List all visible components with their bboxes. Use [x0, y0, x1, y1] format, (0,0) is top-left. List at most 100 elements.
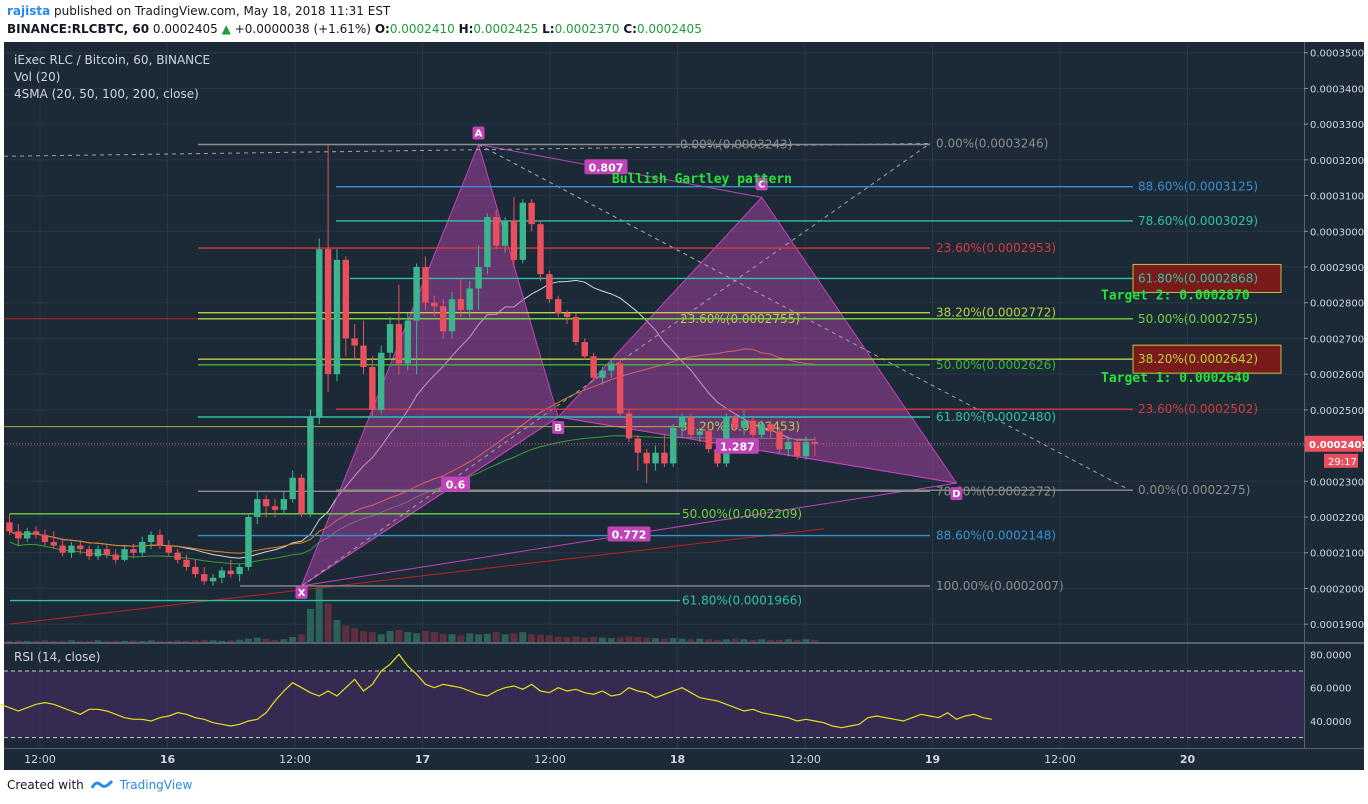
rsi-line	[0, 653, 992, 729]
volume-bar	[41, 640, 49, 642]
tradingview-brand[interactable]: TradingView	[119, 778, 193, 792]
rsi-band-fill	[4, 671, 1304, 738]
volume-bar	[165, 640, 173, 642]
volume-bar	[342, 625, 350, 642]
low-label: L:	[542, 22, 555, 36]
candle-body	[501, 220, 509, 246]
open-label: O:	[374, 22, 390, 36]
price-axis[interactable]	[1304, 42, 1364, 748]
publish-info: published on TradingView.com, May 18, 20…	[54, 4, 391, 18]
candle-body	[643, 452, 650, 464]
volume-bar	[236, 639, 244, 642]
volume-bar	[94, 640, 102, 642]
volume-bar	[191, 640, 199, 642]
candle-body	[227, 570, 234, 575]
fib-level-label: 23.60%(0.0002502)	[1138, 402, 1258, 416]
candle-body	[714, 449, 721, 464]
volume-bar	[705, 639, 713, 642]
volume-bar	[492, 632, 500, 642]
price-tick-label: 0.0002300	[1310, 477, 1364, 488]
ratio-badge	[584, 159, 628, 175]
volume-bar	[360, 631, 367, 642]
pattern-point-label: C	[758, 179, 765, 190]
rsi-tick-label: 80.0000	[1310, 650, 1351, 661]
candle-body	[85, 549, 93, 557]
price-tick-label: 0.0002200	[1310, 513, 1364, 524]
candle-body	[369, 367, 376, 410]
candle-body	[386, 324, 394, 353]
trend-dashed-2	[478, 144, 1131, 491]
volume-bar	[483, 633, 491, 642]
volume-bar	[244, 638, 252, 642]
volume-bar	[404, 632, 412, 642]
time-tick-label: 12:00	[24, 753, 56, 766]
volume-bar	[501, 634, 509, 642]
volume-bar	[103, 640, 111, 642]
volume-bar	[421, 631, 429, 642]
candle-body	[466, 288, 473, 310]
candle-body	[130, 549, 137, 553]
volume-bar	[634, 637, 642, 642]
fib-level-label: 61.80%(0.0002480)	[936, 410, 1056, 424]
volume-bar	[758, 639, 766, 642]
fib-level-label: 0.00%(0.0003246)	[936, 136, 1048, 150]
candle-body	[625, 413, 633, 439]
volume-bar	[333, 620, 341, 642]
volume-bar	[351, 628, 359, 642]
pattern-point-marker	[552, 421, 565, 434]
price-chart-pane[interactable]	[4, 42, 1304, 642]
time-tick-label: 12:00	[789, 753, 821, 766]
fib-level-label: 100.00%(0.0002007)	[936, 579, 1064, 593]
rsi-tick-label: 60.0000	[1310, 684, 1351, 695]
candle-body	[563, 313, 571, 317]
candle-body	[749, 420, 757, 435]
volume-bar	[475, 634, 483, 642]
publish-line: rajista published on TradingView.com, Ma…	[7, 4, 390, 18]
fib-level-label: 50.00%(0.0002626)	[936, 358, 1056, 372]
candle-body	[298, 477, 305, 514]
time-tick-label: 12:00	[534, 753, 566, 766]
sma200-line	[9, 528, 824, 625]
volume-bar	[271, 639, 279, 642]
candle-body	[740, 420, 748, 428]
rsi-tick-label: 40.0000	[1310, 717, 1351, 728]
candle-body	[758, 424, 765, 435]
volume-bar	[147, 640, 155, 642]
author-link[interactable]: rajista	[7, 4, 51, 18]
time-tick-label: 16	[160, 753, 176, 766]
volume-bar	[448, 634, 456, 642]
candle-body	[271, 506, 279, 510]
volume-bar	[430, 632, 438, 642]
change-value: +0.0000038 (+1.61%)	[234, 22, 371, 36]
candle-body	[537, 224, 544, 275]
time-tick-label: 19	[925, 753, 940, 766]
time-axis[interactable]	[4, 748, 1364, 770]
volume-bar	[67, 640, 75, 642]
candle-body	[351, 338, 358, 346]
close-label: C:	[623, 22, 637, 36]
candle-body	[59, 545, 66, 553]
time-tick-label: 20	[1180, 753, 1196, 766]
candle-body	[528, 202, 535, 225]
candle-body	[342, 259, 349, 339]
pattern-point-marker	[950, 487, 963, 501]
ratio-badge	[715, 438, 759, 454]
up-arrow-icon: ▲	[221, 22, 231, 36]
ratio-label: 1.287	[720, 441, 755, 454]
target-zone-box	[1132, 263, 1282, 293]
fib-level-label: 61.80%(0.0001966)	[682, 594, 802, 608]
pattern-point-label: B	[554, 423, 562, 434]
candle-body	[484, 217, 491, 267]
time-tick-label: 12:00	[279, 753, 311, 766]
candle-body	[103, 549, 111, 555]
ratio-label: 0.6	[446, 479, 466, 492]
candle-body	[6, 522, 13, 532]
fib-level-label: 23.60%(0.0002953)	[936, 241, 1056, 255]
ratio-label: 0.772	[612, 529, 647, 542]
price-tick-label: 0.0002800	[1310, 299, 1364, 310]
ratio-label: 0.807	[589, 161, 624, 174]
volume-bar	[563, 637, 571, 642]
footer: Created with TradingView	[7, 778, 192, 792]
candle-body	[41, 534, 49, 542]
